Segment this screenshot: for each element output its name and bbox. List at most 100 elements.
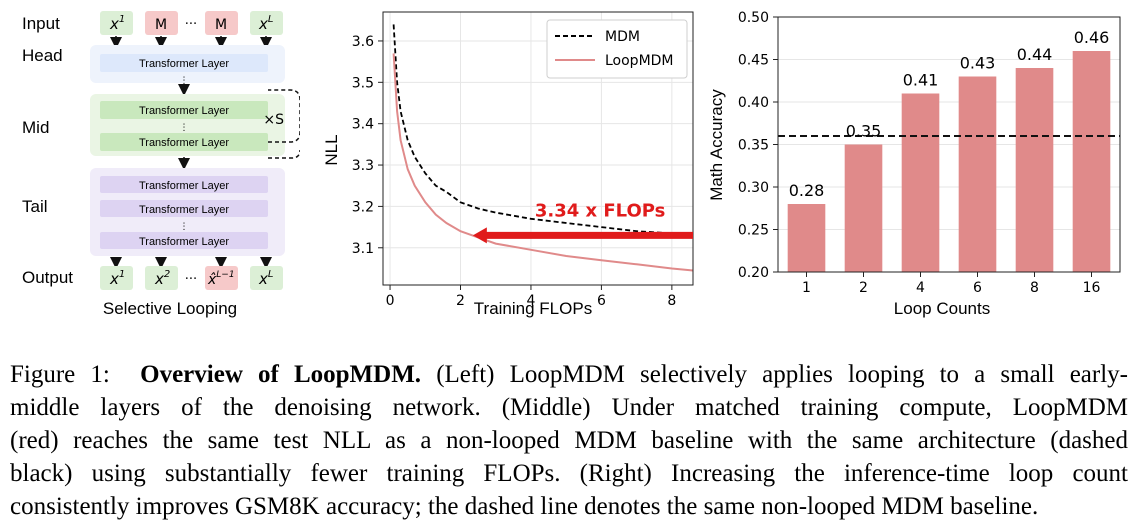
input-token-mask-1-box — [145, 11, 178, 35]
flops-annotation-label: 3.34 x FLOPs — [535, 200, 666, 221]
bar-ytick-label: 0.25 — [738, 223, 769, 239]
loop-connector-lower — [268, 149, 301, 159]
nll-xlabel: Training FLOPs — [474, 299, 592, 318]
bar-xtick-label: 6 — [973, 280, 982, 296]
nll-plot-frame — [382, 11, 694, 286]
row-label-mid: Mid — [22, 118, 49, 137]
bar-ytick-label: 0.50 — [738, 10, 769, 26]
mid-layer-2-label: Transformer Layer — [139, 137, 229, 149]
math-accuracy-bar-chart: 0.20 0.25 0.30 0.35 0.40 0.45 0.50 1 0.28 2 0.35 4 0… — [700, 0, 1135, 330]
output-token-row: x1 x2 ··· x̂L−1 xL — [100, 266, 283, 290]
nll-xtick-label: 6 — [597, 293, 606, 309]
nll-xtick-label: 2 — [456, 293, 465, 309]
selective-looping-diagram: Input Head Mid Tail Output x1 M ··· M xL… — [0, 0, 301, 330]
tail-layer-1-label: Transformer Layer — [139, 180, 229, 192]
input-token-mask-2: M — [215, 17, 227, 33]
caption-line-1: Figure 1: Overview of LoopMDM. (Left) Lo… — [10, 358, 1128, 391]
mid-layer-1-label: Transformer Layer — [139, 105, 229, 117]
mid-ellipsis: ⋮ — [180, 123, 189, 133]
legend-label-mdm: MDM — [605, 29, 640, 45]
bar-ytick-label: 0.20 — [738, 265, 769, 281]
bar-xtick-label: 2 — [859, 280, 868, 296]
row-label-head: Head — [22, 46, 63, 65]
mid-layer-2-box — [100, 133, 268, 151]
nll-ytick-label: 3.3 — [352, 158, 374, 174]
diagram-canvas: Input Head Mid Tail Output x1 M ··· M xL… — [22, 11, 301, 318]
output-token-2: x2 — [154, 269, 170, 288]
output-token-pred-box — [205, 266, 238, 290]
bar-ytick-label: 0.40 — [738, 95, 769, 111]
bar-ylabel: Math Accuracy — [707, 89, 726, 201]
output-token-ellipsis: ··· — [185, 272, 197, 287]
bar-data-label: 0.41 — [903, 71, 939, 90]
tail-layer-2-box — [100, 200, 268, 217]
tail-layer-2-label: Transformer Layer — [139, 204, 229, 216]
nll-series-loopmdm-line — [392, 53, 694, 272]
mid-layer-1-box — [100, 101, 268, 119]
diagram-caption: Selective Looping — [103, 299, 237, 318]
bar-xtick-label: 8 — [1030, 280, 1039, 296]
nll-line-chart: 0 2 4 6 8 3.1 3.2 3.3 3.4 3.5 3.6 3.34 x FLOPs MDM… — [315, 0, 700, 330]
nll-chart-canvas: 0 2 4 6 8 3.1 3.2 3.3 3.4 3.5 3.6 3.34 x FLOPs MDM… — [322, 11, 694, 318]
row-label-input: Input — [22, 14, 60, 33]
head-layer-label: Transformer Layer — [139, 58, 229, 70]
row-label-output: Output — [22, 268, 73, 287]
output-token-pred: x̂L−1 — [207, 270, 235, 288]
input-token-row: x1 M ··· M xL — [100, 11, 283, 35]
head-ellipsis: ⋮ — [180, 76, 189, 86]
output-token-2-box — [145, 266, 178, 290]
bar-loop-8 — [1015, 68, 1054, 272]
input-token-mask-2-box — [205, 11, 238, 35]
caption-line-5: consistently improves GSM8K accuracy; th… — [10, 493, 1039, 520]
nll-ytick-label: 3.5 — [352, 75, 374, 91]
caption-title: Overview of LoopMDM. — [140, 361, 422, 388]
caption-line-2: middle layers of the denoising network. … — [10, 394, 1128, 421]
bar-ytick-label: 0.45 — [738, 53, 769, 69]
tail-layer-3-box — [100, 232, 268, 249]
bar-data-label: 0.43 — [960, 54, 996, 73]
nll-xtick-label: 4 — [526, 293, 535, 309]
nll-ytick-label: 3.4 — [352, 117, 374, 133]
bar-loop-6 — [958, 76, 997, 272]
output-token-L: xL — [258, 269, 273, 288]
bar-data-label: 0.44 — [1017, 45, 1053, 64]
nll-ytick-label: 3.6 — [352, 34, 374, 50]
loop-count-label: ×S — [263, 112, 284, 128]
bar-data-label: 0.28 — [789, 181, 825, 200]
tail-ellipsis: ⋮ — [180, 222, 189, 232]
input-token-1-box — [100, 11, 133, 35]
nll-xtick-label: 0 — [386, 293, 395, 309]
legend-label-loopmdm: LoopMDM — [605, 53, 674, 69]
bar-xtick-label: 16 — [1083, 280, 1101, 296]
bar-loop-1 — [787, 204, 826, 272]
nll-ylabel: NLL — [322, 134, 341, 165]
nll-xtick-label: 8 — [667, 293, 676, 309]
row-label-tail: Tail — [22, 197, 48, 216]
bar-loop-2 — [844, 144, 883, 272]
input-token-ellipsis: ··· — [185, 17, 197, 32]
caption-line-3: (red) reaches the same test NLL as a non… — [10, 427, 1128, 454]
nll-series-mdm-line — [392, 24, 694, 237]
bar-ytick-label: 0.35 — [738, 138, 769, 154]
nll-ytick-label: 3.2 — [352, 199, 374, 215]
tail-layer-1-box — [100, 176, 268, 193]
nll-ytick-label: 3.1 — [352, 241, 374, 257]
caption-label: Figure 1: — [10, 361, 110, 388]
nll-legend-box — [546, 19, 688, 79]
output-token-1-box — [100, 266, 133, 290]
input-token-mask-1: M — [155, 17, 167, 33]
tail-layer-3-label: Transformer Layer — [139, 236, 229, 248]
flops-arrow-head — [472, 227, 487, 244]
bar-data-label: 0.46 — [1074, 28, 1110, 47]
input-token-L: xL — [258, 14, 273, 33]
bar-loop-4 — [901, 93, 940, 272]
input-token-L-box — [250, 11, 283, 35]
bar-xtick-label: 4 — [916, 280, 925, 296]
output-token-L-box — [250, 266, 283, 290]
caption-line-4: black) using substantially fewer trainin… — [10, 460, 1128, 487]
caption-text-1: (Left) LoopMDM selectively applies loopi… — [421, 361, 1128, 388]
input-token-1: x1 — [109, 14, 125, 33]
bar-data-label: 0.35 — [846, 122, 882, 141]
bar-ytick-label: 0.30 — [738, 180, 769, 196]
bar-xtick-label: 1 — [802, 280, 811, 296]
